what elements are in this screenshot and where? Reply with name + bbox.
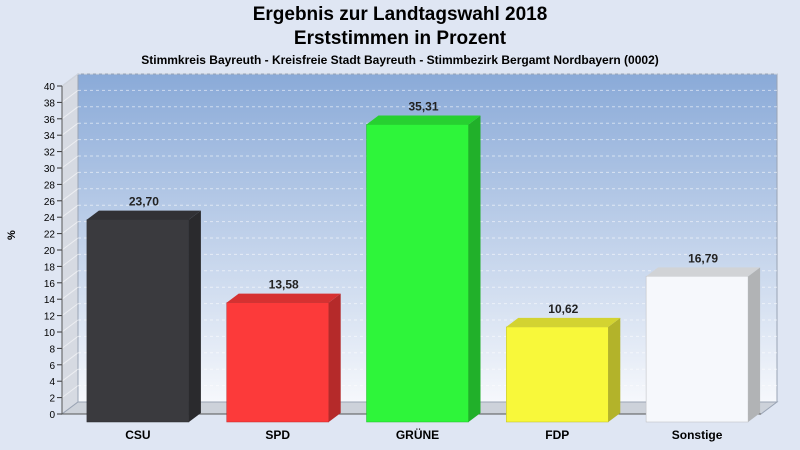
x-tick-label: SPD (265, 428, 290, 442)
bar-top (366, 115, 481, 125)
grid-line-side (61, 106, 79, 120)
bar-top (506, 317, 621, 327)
grid-line-side (61, 352, 79, 366)
bar-spd (226, 302, 329, 423)
y-tick-label: 6 (49, 361, 55, 372)
y-tick-label: 16 (44, 279, 56, 290)
y-tick-label: 38 (44, 98, 56, 109)
grid-line-side (61, 204, 79, 218)
bar-side (748, 267, 761, 422)
y-tick-label: 40 (44, 82, 56, 93)
chart-title: Ergebnis zur Landtagswahl 2018 (252, 4, 548, 25)
grid-line-side (61, 90, 79, 103)
y-tick-label: 10 (44, 328, 56, 339)
bar-csu (86, 219, 190, 423)
bar-top (646, 267, 761, 277)
grid-line-side (61, 335, 79, 349)
bar-fdp (506, 326, 609, 423)
y-tick-label: 28 (44, 180, 56, 191)
y-tick-label: 18 (44, 262, 56, 273)
data-label: 23,70 (129, 195, 159, 209)
x-tick-label: FDP (545, 428, 569, 442)
y-tick-label: 32 (44, 148, 56, 159)
x-tick-label: Sonstige (672, 428, 723, 442)
grid-line-side (61, 188, 79, 202)
grid-line-side (61, 122, 79, 136)
grid-line-side (61, 139, 79, 153)
y-tick-label: 20 (44, 246, 56, 257)
chart-subtitle: Erststimmen in Prozent (293, 28, 507, 49)
bar-side (188, 210, 201, 422)
grid-line-side (61, 385, 79, 399)
y-tick-label: 14 (44, 295, 56, 306)
bar-side (328, 293, 341, 422)
bar-side (468, 115, 481, 422)
data-label: 10,62 (548, 302, 578, 316)
y-tick-label: 2 (49, 394, 55, 405)
bar-top (226, 293, 341, 303)
grid-line-side (61, 237, 79, 251)
grid-line-side (61, 73, 79, 87)
grid-line-side (61, 286, 79, 300)
y-tick-label: 12 (44, 312, 56, 323)
grid-line-side (61, 319, 79, 333)
y-tick-label: 26 (44, 197, 56, 208)
y-tick-label: 8 (49, 344, 55, 355)
y-tick-label: 4 (49, 377, 55, 388)
chart-caption: Stimmkreis Bayreuth - Kreisfreie Stadt B… (141, 53, 659, 67)
y-tick-label: 24 (44, 213, 56, 224)
x-tick-label: CSU (125, 428, 150, 442)
data-label: 35,31 (408, 99, 438, 113)
grid-line-side (61, 155, 79, 169)
y-tick-label: 0 (49, 410, 55, 421)
bar-sonstige (645, 276, 749, 423)
y-tick-label: 36 (44, 115, 56, 126)
y-tick-label: 30 (44, 164, 56, 175)
y-tick-label: 22 (44, 230, 56, 241)
grid-line-side (61, 171, 79, 185)
grid-line-side (61, 270, 79, 284)
bar-top (86, 210, 201, 220)
data-label: 13,58 (269, 278, 299, 292)
bar-grüne (366, 124, 469, 423)
y-tick-label: 34 (44, 131, 56, 142)
grid-line-side (61, 303, 79, 317)
grid-line-side (61, 221, 79, 235)
grid-line-side (61, 253, 79, 267)
grid-line-side (61, 368, 79, 382)
data-label: 16,79 (688, 251, 718, 265)
x-tick-label: GRÜNE (396, 427, 439, 442)
bar-side (608, 317, 621, 422)
